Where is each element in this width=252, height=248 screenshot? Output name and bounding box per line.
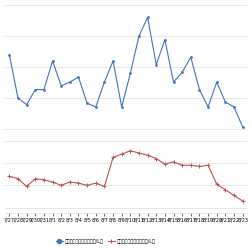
Legend: レギュラー店頭価格（円/L）, レギュラー実売価格（円/L）: レギュラー店頭価格（円/L）, レギュラー実売価格（円/L） [54,237,158,246]
